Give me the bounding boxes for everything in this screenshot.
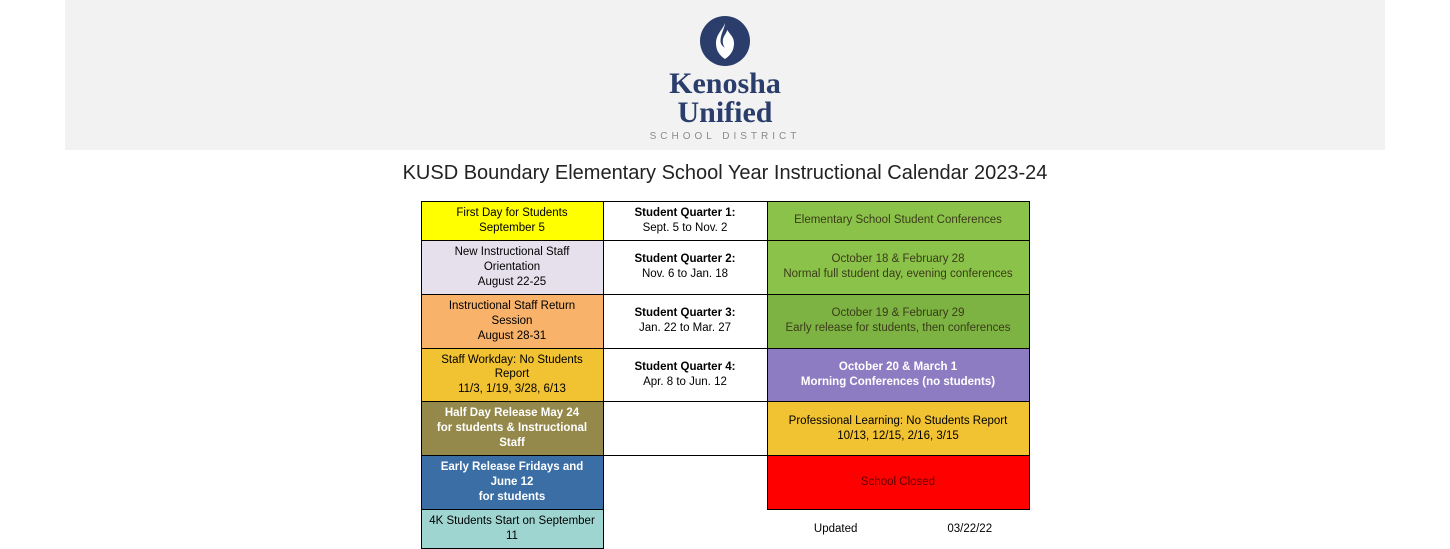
cell-line1: Half Day Release May 24: [428, 406, 597, 421]
cell-line1: Student Quarter 2:: [610, 252, 761, 267]
logo-text-line1: Kenosha: [669, 70, 781, 99]
cell-line2: Sept. 5 to Nov. 2: [610, 221, 761, 236]
legend-row: First Day for StudentsSeptember 5Student…: [421, 202, 1029, 241]
legend-row: 4K Students Start on September 11 Update…: [421, 509, 1029, 548]
updated-label: Updated: [784, 522, 897, 537]
legend-cell: Student Quarter 4:Apr. 8 to Jun. 12: [603, 348, 767, 402]
cell-line1: Early Release Fridays and June 12: [428, 460, 597, 490]
legend-cell: Elementary School Student Conferences: [767, 202, 1029, 241]
cell-line1: School Closed: [774, 475, 1023, 490]
legend-cell: Student Quarter 3:Jan. 22 to Mar. 27: [603, 294, 767, 348]
empty-cell: [603, 402, 767, 456]
cell-line1: First Day for Students: [428, 206, 597, 221]
legend-cell: Student Quarter 1:Sept. 5 to Nov. 2: [603, 202, 767, 241]
updated-cell: Updated 03/22/22: [767, 509, 1029, 548]
cell-line1: New Instructional Staff Orientation: [428, 245, 597, 275]
logo-flame-icon: [700, 16, 750, 66]
legend-cell: October 19 & February 29Early release fo…: [767, 294, 1029, 348]
cell-line1: Professional Learning: No Students Repor…: [774, 414, 1023, 429]
logo-text-sub: SCHOOL DISTRICT: [650, 131, 801, 142]
legend-cell: October 20 & March 1Morning Conferences …: [767, 348, 1029, 402]
cell-line1: 4K Students Start on September 11: [428, 514, 597, 544]
cell-line1: Instructional Staff Return Session: [428, 299, 597, 329]
legend-row: Instructional Staff Return SessionAugust…: [421, 294, 1029, 348]
legend-cell: Professional Learning: No Students Repor…: [767, 402, 1029, 456]
cell-line2: 11/3, 1/19, 3/28, 6/13: [428, 382, 597, 397]
cell-line2: Apr. 8 to Jun. 12: [610, 375, 761, 390]
cell-line2: Early release for students, then confere…: [774, 321, 1023, 336]
legend-cell: Student Quarter 2:Nov. 6 to Jan. 18: [603, 240, 767, 294]
cell-line2: Nov. 6 to Jan. 18: [610, 267, 761, 282]
cell-line2: Morning Conferences (no students): [774, 375, 1023, 390]
cell-line1: Student Quarter 1:: [610, 206, 761, 221]
cell-line2: Normal full student day, evening confere…: [774, 267, 1023, 282]
legend-row: Staff Workday: No Students Report11/3, 1…: [421, 348, 1029, 402]
legend-cell: Instructional Staff Return SessionAugust…: [421, 294, 603, 348]
legend-cell: 4K Students Start on September 11: [421, 509, 603, 548]
logo-text-line2: Unified: [677, 99, 772, 128]
cell-line1: October 18 & February 28: [774, 252, 1023, 267]
cell-line2: August 22-25: [428, 275, 597, 290]
cell-line2: August 28-31: [428, 329, 597, 344]
cell-line2: Jan. 22 to Mar. 27: [610, 321, 761, 336]
legend-row: Half Day Release May 24for students & In…: [421, 402, 1029, 456]
cell-line1: Student Quarter 3:: [610, 306, 761, 321]
legend-cell: School Closed: [767, 456, 1029, 510]
cell-line1: Student Quarter 4:: [610, 360, 761, 375]
cell-line2: 10/13, 12/15, 2/16, 3/15: [774, 429, 1023, 444]
cell-line2: September 5: [428, 221, 597, 236]
cell-line2: for students & Instructional Staff: [428, 421, 597, 451]
legend-cell: Half Day Release May 24for students & In…: [421, 402, 603, 456]
cell-line1: October 19 & February 29: [774, 306, 1023, 321]
legend-cell: Early Release Fridays and June 12for stu…: [421, 456, 603, 510]
legend-row: Early Release Fridays and June 12for stu…: [421, 456, 1029, 510]
page-title: KUSD Boundary Elementary School Year Ins…: [0, 162, 1450, 185]
cell-line1: Staff Workday: No Students Report: [428, 353, 597, 383]
legend-row: New Instructional Staff OrientationAugus…: [421, 240, 1029, 294]
legend-table: First Day for StudentsSeptember 5Student…: [421, 201, 1030, 549]
legend-cell: October 18 & February 28Normal full stud…: [767, 240, 1029, 294]
header-bar: Kenosha Unified SCHOOL DISTRICT: [65, 0, 1385, 150]
legend-cell: Staff Workday: No Students Report11/3, 1…: [421, 348, 603, 402]
cell-line1: Elementary School Student Conferences: [774, 213, 1023, 228]
legend-cell: First Day for StudentsSeptember 5: [421, 202, 603, 241]
cell-line2: for students: [428, 490, 597, 505]
legend-cell: New Instructional Staff OrientationAugus…: [421, 240, 603, 294]
cell-line1: October 20 & March 1: [774, 360, 1023, 375]
updated-date: 03/22/22: [900, 522, 1013, 537]
